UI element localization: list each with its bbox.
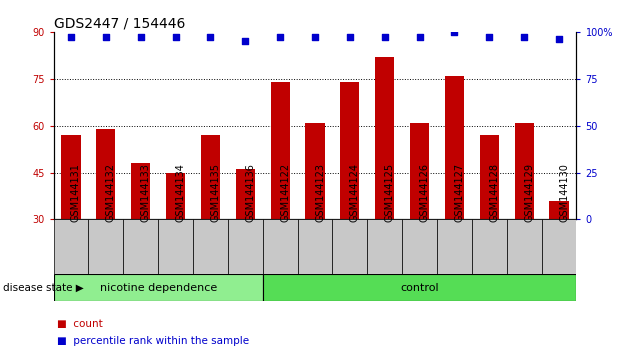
Text: GSM144123: GSM144123	[315, 163, 325, 222]
Text: GSM144125: GSM144125	[385, 163, 395, 222]
Text: GSM144126: GSM144126	[420, 163, 430, 222]
Bar	[228, 219, 263, 274]
Point	[345, 35, 355, 40]
Bar	[263, 274, 576, 301]
Bar	[236, 170, 255, 219]
Text: GSM144122: GSM144122	[280, 163, 290, 222]
Bar	[270, 82, 290, 219]
Text: GSM144132: GSM144132	[106, 163, 116, 222]
Point	[101, 35, 111, 40]
Bar	[263, 219, 297, 274]
Bar	[333, 219, 367, 274]
Bar	[542, 219, 576, 274]
Bar	[507, 219, 542, 274]
Text: GSM144127: GSM144127	[454, 163, 464, 222]
Bar	[158, 219, 193, 274]
Text: GSM144134: GSM144134	[176, 163, 186, 222]
Bar	[306, 122, 324, 219]
Point	[310, 35, 320, 40]
Bar	[123, 219, 158, 274]
Point	[415, 35, 425, 40]
Point	[519, 35, 529, 40]
Point	[554, 36, 564, 42]
Bar	[410, 122, 429, 219]
Text: ■  count: ■ count	[57, 319, 103, 329]
Text: GSM144136: GSM144136	[245, 163, 255, 222]
Bar	[437, 219, 472, 274]
Bar	[88, 219, 123, 274]
Text: GSM144129: GSM144129	[524, 163, 534, 222]
Text: GSM144128: GSM144128	[490, 163, 500, 222]
Bar	[479, 135, 499, 219]
Text: GSM144133: GSM144133	[140, 163, 151, 222]
Bar	[549, 201, 569, 219]
Point	[66, 35, 76, 40]
Point	[205, 35, 215, 40]
Bar	[515, 122, 534, 219]
Bar	[402, 219, 437, 274]
Text: control: control	[400, 282, 439, 293]
Bar	[61, 135, 81, 219]
Bar	[193, 219, 228, 274]
Point	[380, 35, 390, 40]
Bar	[472, 219, 507, 274]
Bar	[131, 163, 151, 219]
Text: GSM144130: GSM144130	[559, 163, 569, 222]
Bar	[340, 82, 360, 219]
Text: GSM144131: GSM144131	[71, 163, 81, 222]
Bar	[367, 219, 402, 274]
Point	[484, 35, 495, 40]
Point	[135, 35, 146, 40]
Text: GSM144124: GSM144124	[350, 163, 360, 222]
Bar	[297, 219, 333, 274]
Bar	[445, 76, 464, 219]
Text: disease state ▶: disease state ▶	[3, 282, 84, 293]
Text: nicotine dependence: nicotine dependence	[100, 282, 217, 293]
Point	[275, 35, 285, 40]
Bar	[375, 57, 394, 219]
Text: GSM144135: GSM144135	[210, 163, 220, 222]
Bar	[54, 274, 263, 301]
Bar	[96, 129, 115, 219]
Bar	[166, 172, 185, 219]
Point	[171, 35, 181, 40]
Bar	[201, 135, 220, 219]
Text: GDS2447 / 154446: GDS2447 / 154446	[54, 17, 185, 31]
Text: ■  percentile rank within the sample: ■ percentile rank within the sample	[57, 336, 249, 346]
Bar	[54, 219, 88, 274]
Point	[449, 29, 459, 35]
Point	[240, 38, 250, 44]
